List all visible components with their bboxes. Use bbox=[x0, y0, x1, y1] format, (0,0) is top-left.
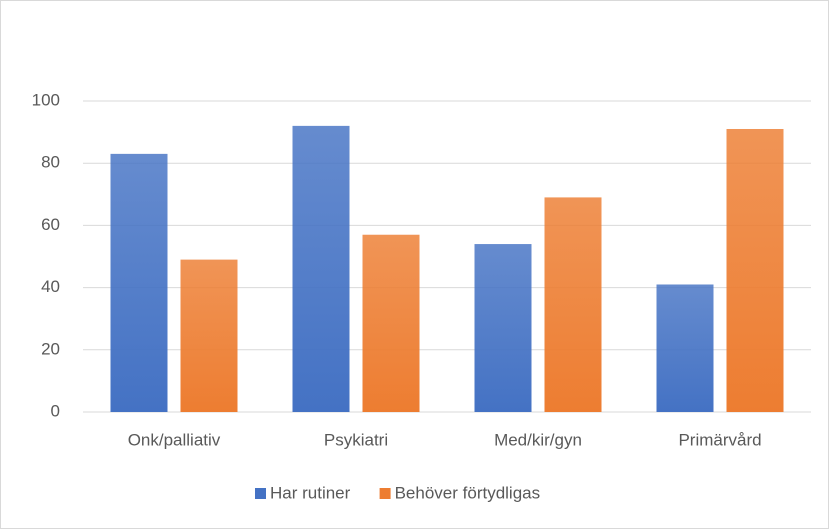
bar bbox=[544, 197, 602, 412]
x-tick-label: Med/kir/gyn bbox=[494, 430, 582, 449]
legend-swatch bbox=[379, 488, 391, 499]
bar bbox=[292, 125, 350, 412]
x-tick-label: Psykiatri bbox=[324, 430, 388, 449]
x-tick-label: Onk/palliativ bbox=[128, 430, 221, 449]
x-tick-label: Primärvård bbox=[678, 430, 761, 449]
legend-label: Behöver förtydligas bbox=[395, 483, 541, 502]
bar bbox=[180, 259, 238, 412]
legend-label: Har rutiner bbox=[270, 483, 351, 502]
bar bbox=[362, 234, 420, 412]
y-tick-label: 100 bbox=[32, 90, 60, 109]
bar bbox=[110, 153, 168, 412]
bar bbox=[726, 128, 784, 413]
y-tick-label: 80 bbox=[41, 153, 60, 172]
bar bbox=[474, 244, 532, 412]
legend-swatch bbox=[255, 488, 266, 499]
y-tick-label: 20 bbox=[41, 339, 60, 358]
bar bbox=[656, 284, 714, 412]
y-tick-label: 60 bbox=[41, 215, 60, 234]
y-tick-label: 0 bbox=[51, 401, 60, 420]
y-tick-label: 40 bbox=[41, 277, 60, 296]
